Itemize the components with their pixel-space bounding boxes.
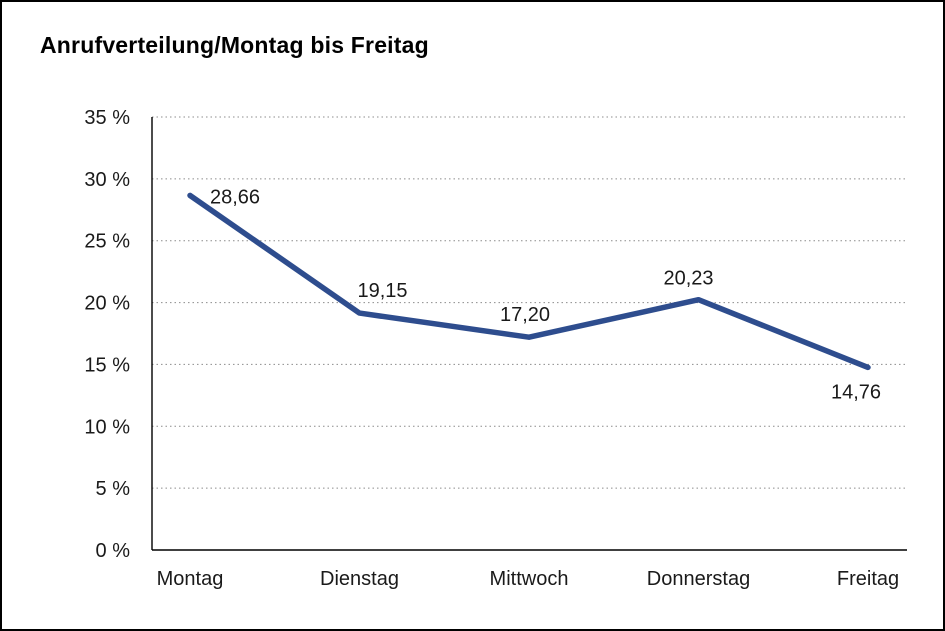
y-tick-label: 25 % xyxy=(84,231,130,253)
x-category-label: Montag xyxy=(157,568,224,590)
y-tick-label: 5 % xyxy=(96,478,131,500)
data-point-label: 17,20 xyxy=(500,304,550,326)
data-point-label: 20,23 xyxy=(663,268,713,290)
data-point-label: 28,66 xyxy=(210,186,260,208)
x-category-label: Freitag xyxy=(837,568,899,590)
x-category-label: Mittwoch xyxy=(490,568,569,590)
y-tick-label: 15 % xyxy=(84,354,130,376)
y-tick-label: 10 % xyxy=(84,416,130,438)
chart-title: Anrufverteilung/Montag bis Freitag xyxy=(40,32,429,58)
data-line xyxy=(187,192,871,371)
data-point-label: 14,76 xyxy=(831,381,881,403)
y-tick-label: 35 % xyxy=(84,107,130,129)
y-tick-label: 30 % xyxy=(84,169,130,191)
x-category-label: Donnerstag xyxy=(647,568,750,590)
y-tick-label: 20 % xyxy=(84,293,130,315)
data-point-label: 19,15 xyxy=(358,280,408,302)
y-tick-label: 0 % xyxy=(96,540,131,562)
x-category-label: Dienstag xyxy=(320,568,399,590)
